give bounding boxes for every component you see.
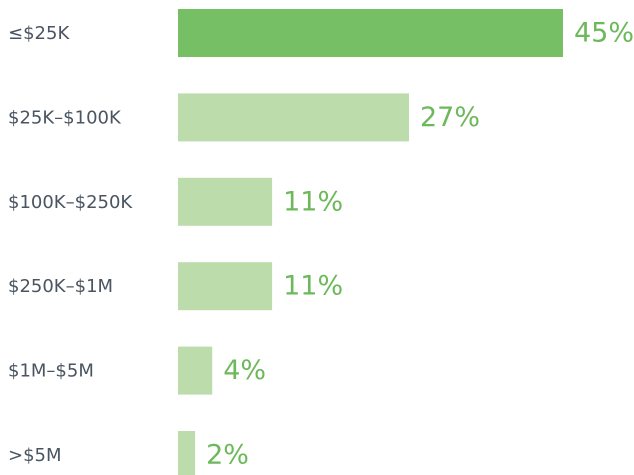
bar — [178, 431, 196, 475]
bar — [178, 93, 409, 142]
category-label: $100K–$250K — [8, 192, 133, 213]
category-label: $25K–$100K — [8, 107, 122, 128]
value-label: 11% — [283, 186, 343, 217]
value-label: 27% — [420, 102, 480, 133]
category-label: $1M–$5M — [8, 361, 94, 382]
value-label: 2% — [206, 440, 249, 471]
bar — [178, 262, 273, 311]
bar — [178, 177, 273, 226]
category-label: $250K–$1M — [8, 276, 113, 297]
bar — [178, 346, 213, 395]
value-label: 4% — [223, 355, 266, 386]
category-label: ≤$25K — [8, 23, 70, 44]
value-label: 45% — [574, 18, 634, 49]
category-label: >$5M — [8, 445, 62, 466]
bar — [178, 9, 563, 57]
value-label: 11% — [283, 271, 343, 302]
